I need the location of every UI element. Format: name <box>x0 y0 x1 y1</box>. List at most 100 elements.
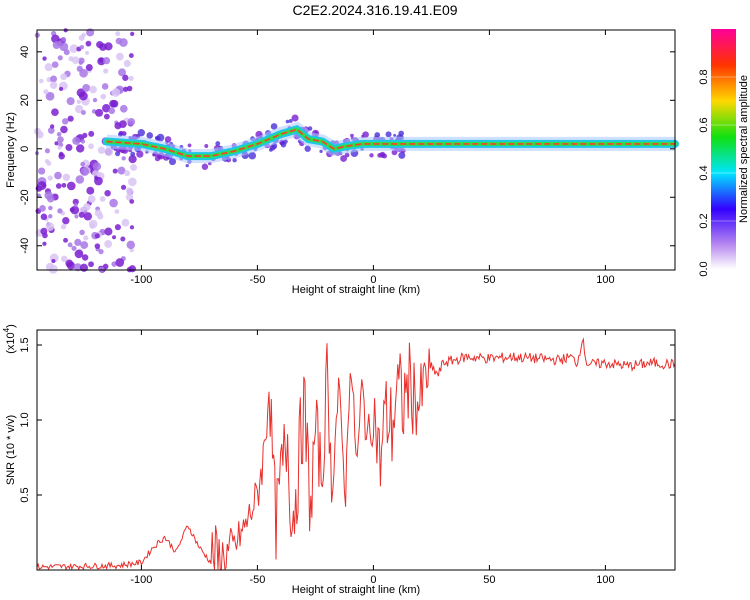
ridge-blob <box>307 126 313 131</box>
noise-blob <box>104 42 113 51</box>
noise-blob <box>88 143 94 150</box>
noise-blob <box>44 148 50 154</box>
noise-blob <box>83 235 89 241</box>
ridge-band-green <box>104 127 677 159</box>
noise-blob <box>67 242 73 248</box>
noise-blob <box>79 45 84 50</box>
noise-blob <box>92 162 102 171</box>
noise-blob <box>130 164 138 171</box>
noise-blob <box>104 227 113 236</box>
x-tick-label: -50 <box>249 274 265 286</box>
y-tick-label: 0 <box>19 146 31 152</box>
noise-blob <box>80 241 89 249</box>
noise-blob <box>121 218 130 227</box>
noise-blob <box>83 212 92 221</box>
noise-blob <box>79 68 88 78</box>
noise-blob <box>118 68 126 77</box>
noise-blob <box>121 156 126 161</box>
ridge-blob <box>350 133 354 138</box>
noise-blob <box>108 107 116 115</box>
noise-blob <box>81 254 89 261</box>
spectrogram-plot: -100 -50 0 50 100 -40 -20 0 20 40 Height of straig… <box>5 28 679 296</box>
noise-blob <box>96 172 101 178</box>
noise-blob <box>69 44 79 53</box>
ridge-blob <box>344 152 350 158</box>
noise-blob <box>126 240 136 250</box>
noise-blob <box>83 203 91 211</box>
noise-blob <box>45 91 55 101</box>
noise-blob <box>72 198 79 206</box>
noise-blob <box>80 110 86 116</box>
y-axis-label: SNR (10 * v/v) <box>5 415 17 485</box>
noise-blob <box>129 225 135 230</box>
noise-blob <box>80 161 86 167</box>
noise-blob <box>47 127 55 134</box>
y-tick-label: 40 <box>19 46 31 58</box>
ridge-blob <box>398 130 404 137</box>
ridge-blob <box>269 147 273 152</box>
noise-blob <box>109 198 118 208</box>
snr-plot: -100 -50 0 50 100 0.5 1.0 1.5 Height of straight… <box>2 324 676 596</box>
noise-blob <box>57 145 62 150</box>
ridge-blob <box>304 145 311 152</box>
noise-blob <box>62 216 70 225</box>
y-multiplier-base: (x10 <box>5 332 17 353</box>
noise-blob <box>102 104 111 113</box>
noise-blob <box>68 56 74 62</box>
noise-blob <box>54 141 59 146</box>
x-tick-label: -50 <box>249 574 265 586</box>
noise-blob <box>85 64 93 71</box>
x-tick-label: -100 <box>130 274 152 286</box>
plot-frame <box>36 329 676 571</box>
colorbar-tick-label: 0.6 <box>698 117 710 132</box>
noise-blob <box>85 50 90 55</box>
y-tick-label: 1.0 <box>19 412 31 427</box>
noise-blob <box>114 224 121 231</box>
colorbar-tick-label: 0.8 <box>698 69 710 84</box>
noise-blob <box>126 85 133 92</box>
noise-blob <box>80 167 89 176</box>
ridge-blob <box>280 141 287 148</box>
y-tick-label: 1.5 <box>19 337 31 352</box>
noise-blob <box>78 211 85 218</box>
noise-blob <box>47 175 53 181</box>
noise-blob <box>111 88 121 97</box>
ridge-blob <box>156 133 165 142</box>
noise-blob <box>56 131 62 137</box>
noise-blob <box>59 86 64 91</box>
noise-blob <box>51 258 56 264</box>
ridge-blob <box>146 132 154 139</box>
x-tick-label: 50 <box>483 574 495 586</box>
noise-blob <box>66 261 76 270</box>
noise-blob <box>101 83 109 90</box>
noise-blob <box>79 263 89 272</box>
noise-blob <box>81 32 86 38</box>
noise-blob <box>128 177 137 187</box>
x-tick-label: 100 <box>596 274 614 286</box>
noise-blob <box>45 222 55 231</box>
noise-blob <box>42 241 47 246</box>
noise-blob <box>89 85 97 94</box>
noise-blob <box>36 193 42 198</box>
noise-blob <box>102 57 111 65</box>
noise-blob <box>55 183 62 189</box>
y-axis-label: Frequency (Hz) <box>5 112 17 188</box>
noise-blob <box>73 263 82 272</box>
noise-blob <box>97 146 106 154</box>
noise-blob <box>79 229 85 236</box>
y-multiplier: (x104) <box>2 324 17 354</box>
noise-blob <box>52 41 61 50</box>
ridge-blob <box>374 132 381 138</box>
y-tick-label: 20 <box>19 94 31 106</box>
ridge-blob <box>288 119 293 123</box>
ridge-blob <box>187 143 192 148</box>
noise-blob <box>39 205 46 212</box>
ridge-blob <box>285 119 290 124</box>
noise-blob <box>112 168 118 174</box>
ridge-blob <box>185 163 189 168</box>
noise-blob <box>74 104 84 114</box>
noise-blob <box>115 37 123 45</box>
noise-blob <box>72 136 81 145</box>
x-tick-label: 0 <box>370 274 376 286</box>
noise-blob <box>130 31 135 37</box>
